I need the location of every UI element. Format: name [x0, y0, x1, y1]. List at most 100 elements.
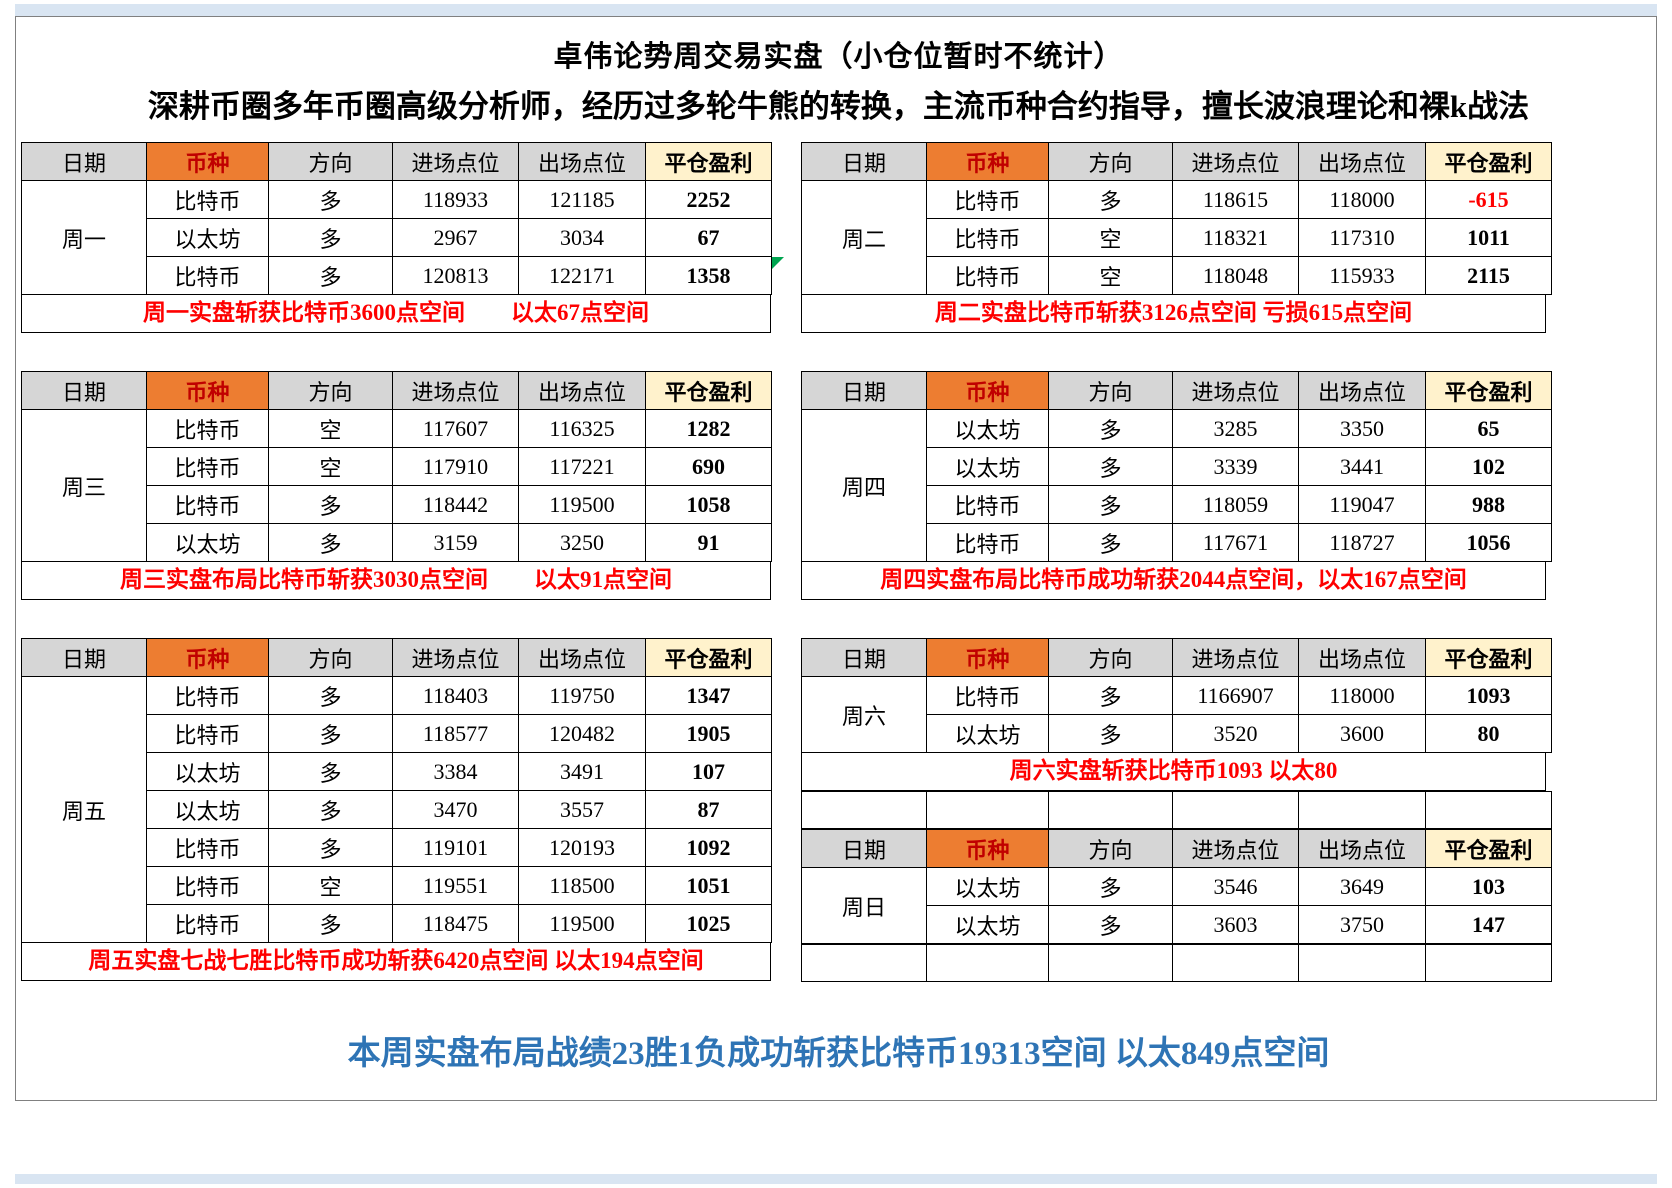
col-header-entry: 进场点位	[392, 142, 519, 181]
profit-cell: 91	[645, 523, 772, 562]
col-header-coin: 币种	[926, 638, 1049, 677]
entry-cell: 3285	[1172, 409, 1299, 448]
coin-cell: 比特币	[146, 256, 269, 295]
entry-cell: 3546	[1172, 867, 1299, 906]
empty-cell	[1298, 944, 1426, 982]
profit-cell: 1058	[645, 485, 772, 524]
coin-cell: 比特币	[926, 485, 1049, 524]
weekly-summary: 本周实盘布局战绩23胜1负成功斩获比特币19313空间 以太849点空间	[347, 1036, 1330, 1072]
profit-cell: 102	[1425, 447, 1552, 486]
entry-cell: 118442	[392, 485, 519, 524]
profit-cell: 1092	[645, 828, 772, 867]
col-header-profit: 平仓盈利	[1425, 638, 1552, 677]
day-label: 周三	[21, 409, 147, 562]
trade-table-周六: 日期 币种 方向 进场点位 出场点位 平仓盈利 周六 比特币多 1166907 118000 109…	[801, 638, 1552, 753]
col-header-exit: 出场点位	[1298, 829, 1426, 868]
column-gap	[771, 142, 801, 982]
coin-cell: 以太坊	[926, 905, 1049, 944]
coin-cell: 比特币	[146, 714, 269, 753]
entry-cell: 119551	[392, 866, 519, 905]
trade-table-周日: 日期 币种 方向 进场点位 出场点位 平仓盈利 周日 以太坊多 3546 3649 103 以太坊多 3…	[801, 829, 1552, 944]
direction-cell: 多	[268, 790, 393, 829]
col-header-date: 日期	[21, 142, 147, 181]
entry-cell: 3470	[392, 790, 519, 829]
exit-cell: 115933	[1298, 256, 1426, 295]
coin-cell: 以太坊	[926, 447, 1049, 486]
exit-cell: 3350	[1298, 409, 1426, 448]
col-header-profit: 平仓盈利	[645, 371, 772, 410]
exit-cell: 121185	[518, 180, 646, 219]
profit-cell: 87	[645, 790, 772, 829]
entry-cell: 118403	[392, 676, 519, 715]
col-header-entry: 进场点位	[1172, 371, 1299, 410]
empty-cell	[1172, 791, 1299, 829]
profit-cell: -615	[1425, 180, 1552, 219]
col-header-exit: 出场点位	[518, 371, 646, 410]
direction-cell: 空	[1048, 218, 1173, 257]
direction-cell: 空	[268, 447, 393, 486]
coin-cell: 比特币	[146, 485, 269, 524]
coin-cell: 以太坊	[146, 790, 269, 829]
coin-cell: 以太坊	[926, 867, 1049, 906]
day-summary-周四: 周四实盘布局比特币成功斩获2044点空间，以太167点空间	[801, 562, 1546, 600]
coin-cell: 比特币	[146, 447, 269, 486]
exit-cell: 117221	[518, 447, 646, 486]
coin-cell: 比特币	[926, 523, 1049, 562]
profit-cell: 2115	[1425, 256, 1552, 295]
col-header-coin: 币种	[926, 829, 1049, 868]
entry-cell: 117607	[392, 409, 519, 448]
profit-cell: 1093	[1425, 676, 1552, 715]
col-header-direction: 方向	[268, 638, 393, 677]
col-header-coin: 币种	[146, 638, 269, 677]
right-column: 日期 币种 方向 进场点位 出场点位 平仓盈利 周二 比特币多 118615 118000 -615…	[801, 142, 1552, 982]
entry-cell: 3520	[1172, 714, 1299, 753]
direction-cell: 多	[1048, 676, 1173, 715]
coin-cell: 以太坊	[146, 752, 269, 791]
day-summary-周六: 周六实盘斩获比特币1093 以太80	[801, 753, 1546, 791]
coin-cell: 比特币	[146, 676, 269, 715]
entry-cell: 118577	[392, 714, 519, 753]
empty-cell	[1298, 791, 1426, 829]
coin-cell: 比特币	[146, 866, 269, 905]
exit-cell: 3441	[1298, 447, 1426, 486]
col-header-entry: 进场点位	[1172, 638, 1299, 677]
empty-cell	[926, 944, 1049, 982]
col-header-date: 日期	[801, 638, 927, 677]
exit-cell: 119047	[1298, 485, 1426, 524]
profit-cell: 1051	[645, 866, 772, 905]
exit-cell: 3649	[1298, 867, 1426, 906]
spacer	[21, 333, 771, 371]
col-header-profit: 平仓盈利	[645, 142, 772, 181]
exit-cell: 122171	[518, 256, 646, 295]
profit-cell: 107	[645, 752, 772, 791]
profit-cell: 1282	[645, 409, 772, 448]
col-header-date: 日期	[801, 829, 927, 868]
direction-cell: 多	[1048, 523, 1173, 562]
empty-cell	[1425, 944, 1552, 982]
day-label: 周六	[801, 676, 927, 753]
entry-cell: 118933	[392, 180, 519, 219]
exit-cell: 118727	[1298, 523, 1426, 562]
col-header-coin: 币种	[926, 142, 1049, 181]
top-strip	[15, 4, 1657, 16]
coin-cell: 以太坊	[926, 409, 1049, 448]
profit-cell: 1025	[645, 904, 772, 943]
spacer	[21, 600, 771, 638]
entry-cell: 117671	[1172, 523, 1299, 562]
direction-cell: 多	[268, 828, 393, 867]
entry-cell: 2967	[392, 218, 519, 257]
col-header-direction: 方向	[268, 142, 393, 181]
entry-cell: 3159	[392, 523, 519, 562]
page-title: 卓伟论势周交易实盘（小仓位暂时不统计）	[553, 41, 1124, 73]
exit-cell: 3750	[1298, 905, 1426, 944]
entry-cell: 1166907	[1172, 676, 1299, 715]
day-summary-周二: 周二实盘比特币斩获3126点空间 亏损615点空间	[801, 295, 1546, 333]
trade-table-周五: 日期 币种 方向 进场点位 出场点位 平仓盈利 周五 比特币多 118403 119750 1347…	[21, 638, 772, 943]
col-header-exit: 出场点位	[1298, 371, 1426, 410]
col-header-profit: 平仓盈利	[645, 638, 772, 677]
empty-cell	[1172, 944, 1299, 982]
empty-grid-row	[801, 944, 1552, 982]
col-header-entry: 进场点位	[392, 638, 519, 677]
col-header-date: 日期	[801, 371, 927, 410]
profit-cell: 147	[1425, 905, 1552, 944]
